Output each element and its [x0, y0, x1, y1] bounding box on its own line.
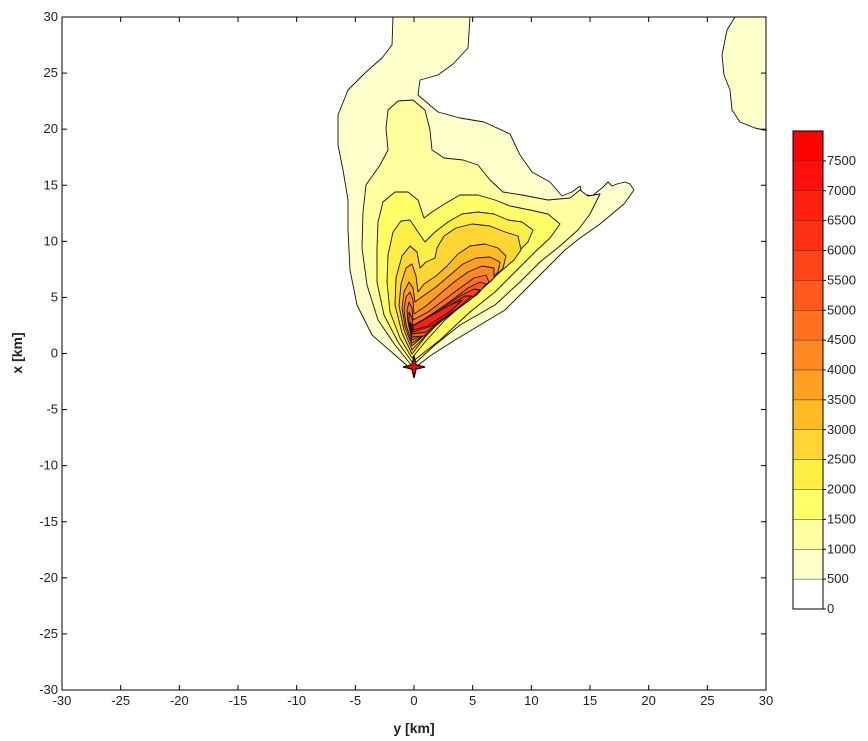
colorbar-label: 7500 — [827, 153, 856, 168]
y-tick-label: 30 — [44, 9, 58, 24]
colorbar-label: 2000 — [827, 482, 856, 497]
colorbar-band — [793, 489, 823, 520]
x-tick-label: -5 — [350, 693, 362, 708]
y-tick-label: -20 — [39, 570, 58, 585]
x-axis: -30 -25 -20 -15 -10 -5 0 5 10 15 20 25 30 — [53, 17, 773, 708]
y-tick-label: -30 — [39, 682, 58, 697]
x-tick-label: -15 — [229, 693, 248, 708]
colorbar-band — [793, 549, 823, 580]
x-tick-label: 10 — [524, 693, 538, 708]
y-tick-label: -5 — [46, 402, 58, 417]
colorbar-label: 2500 — [827, 452, 856, 467]
colorbar-band — [793, 131, 823, 161]
colorbar-label: 0 — [827, 601, 834, 616]
x-tick-label: 0 — [410, 693, 417, 708]
y-tick-label: 15 — [44, 177, 58, 192]
contour-6500 — [412, 299, 463, 331]
y-tick-label: -10 — [39, 458, 58, 473]
y-tick-label: 5 — [51, 289, 58, 304]
colorbar-label: 3000 — [827, 422, 856, 437]
colorbar-label: 5000 — [827, 302, 856, 317]
y-tick-label: 10 — [44, 233, 58, 248]
colorbar-band — [793, 459, 823, 490]
colorbar-band — [793, 220, 823, 251]
colorbar-band — [793, 579, 823, 609]
colorbar-label: 1000 — [827, 541, 856, 556]
colorbar-band — [793, 399, 823, 430]
y-axis: -30 -25 -20 -15 -10 -5 0 5 10 15 20 25 30 — [39, 9, 766, 697]
x-tick-label: 25 — [700, 693, 714, 708]
y-tick-label: -15 — [39, 514, 58, 529]
source-star — [402, 355, 426, 379]
colorbar-band — [793, 160, 823, 191]
colorbar-band — [793, 429, 823, 460]
colorbar-label: 6500 — [827, 213, 856, 228]
colorbar-band — [793, 370, 823, 400]
contour-500-edge — [721, 17, 766, 132]
colorbar-band — [793, 310, 823, 341]
colorbar-label: 4500 — [827, 332, 856, 347]
x-tick-label: -20 — [170, 693, 189, 708]
y-tick-label: 0 — [51, 346, 58, 361]
colorbar: 0 500 1000 1500 2000 2500 3000 3500 4000 4500 5000… — [792, 130, 856, 616]
colorbar-label: 500 — [827, 571, 849, 586]
colorbar-band — [793, 250, 823, 281]
colorbar-band — [793, 340, 823, 370]
plot-area: -30 -25 -20 -15 -10 -5 0 5 10 15 20 25 30 -30-25-20-… — [9, 9, 773, 736]
colorbar-band — [793, 280, 823, 311]
colorbar-band — [793, 190, 823, 221]
colorbar-label: 3500 — [827, 392, 856, 407]
y-tick-label: 20 — [44, 121, 58, 136]
x-tick-label: -30 — [53, 693, 72, 708]
x-tick-label: 20 — [641, 693, 655, 708]
x-tick-label: -25 — [111, 693, 130, 708]
contour-fills — [337, 17, 766, 371]
y-tick-label: 25 — [44, 65, 58, 80]
colorbar-label: 7000 — [827, 183, 856, 198]
colorbar-label: 4000 — [827, 362, 856, 377]
colorbar-label: 6000 — [827, 243, 856, 258]
y-tick-label: -25 — [39, 626, 58, 641]
colorbar-label: 5500 — [827, 272, 856, 287]
colorbar-band — [793, 519, 823, 550]
x-tick-label: 30 — [759, 693, 773, 708]
y-axis-title: x [km] — [9, 332, 25, 373]
x-axis-title: y [km] — [393, 720, 434, 736]
x-tick-label: 15 — [583, 693, 597, 708]
x-tick-label: 5 — [469, 693, 476, 708]
x-tick-label: -10 — [287, 693, 306, 708]
star-marker-icon — [402, 355, 426, 379]
colorbar-label: 1500 — [827, 511, 856, 526]
